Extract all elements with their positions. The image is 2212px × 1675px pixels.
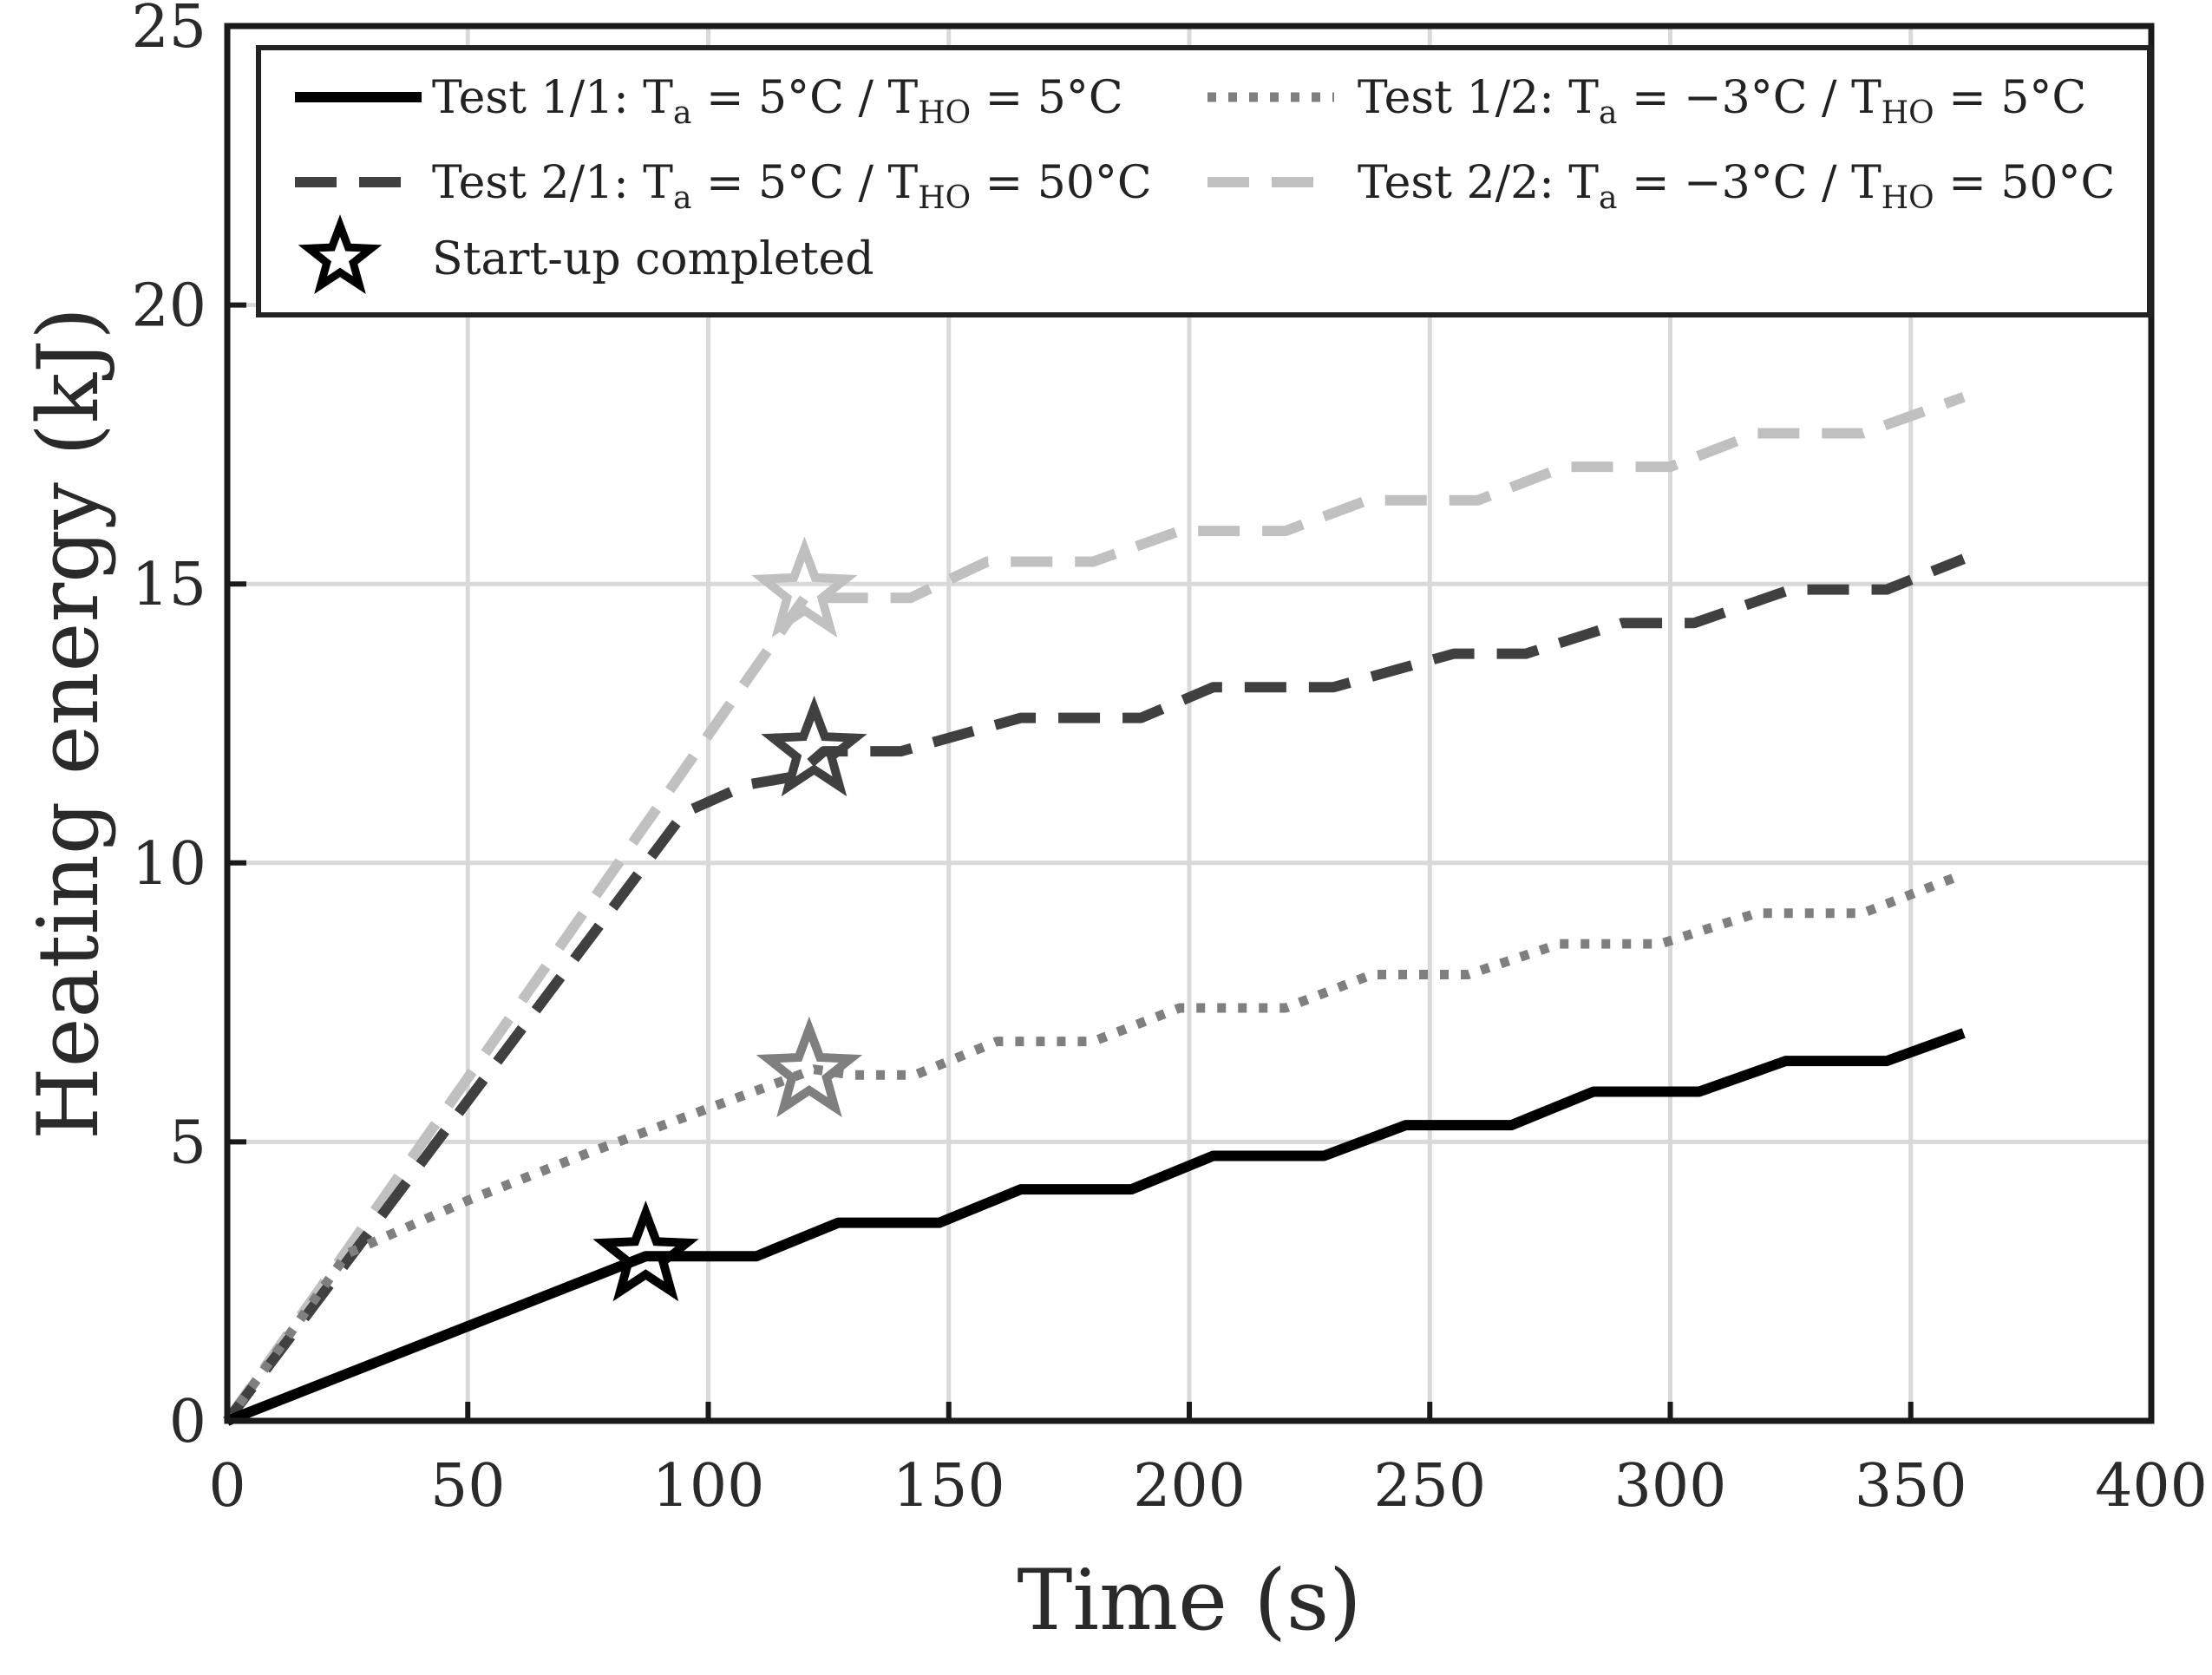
legend-label-part: = −3°C / T: [1617, 72, 1882, 124]
legend-label-part: Test 1/1: T: [432, 72, 673, 124]
series-line-s12: [223, 869, 1966, 1424]
y-tick-label: 20: [131, 272, 206, 341]
legend-label-part: HO: [918, 180, 971, 216]
y-tick-label: 15: [131, 551, 206, 619]
legend-label-s22: Test 2/2: Ta = −3°C / THO = 50°C: [1358, 157, 2115, 216]
legend-label-startup: Start-up completed: [432, 233, 874, 285]
legend-label-part: HO: [1882, 180, 1934, 216]
x-tick-label: 200: [1133, 1452, 1246, 1521]
startup-markers: [592, 536, 867, 1302]
legend-label-part: = 5°C / T: [691, 72, 918, 124]
legend-label-part: = 50°C: [971, 157, 1152, 209]
startup-star-s11: [592, 1201, 699, 1302]
y-tick-label: 10: [131, 830, 206, 899]
legend-label-part: a: [673, 180, 691, 216]
series-line-s21: [223, 553, 1966, 1424]
x-tick-label: 50: [430, 1452, 506, 1521]
series-line-s11: [225, 1028, 1966, 1426]
y-tick-labels: 0 5 10 15 20 25: [131, 0, 206, 1456]
y-tick-label: 5: [169, 1109, 206, 1177]
series-line-s22: [223, 392, 1966, 1424]
x-tick-label: 250: [1373, 1452, 1486, 1521]
series-lines: [223, 392, 1966, 1426]
x-tick-label: 0: [208, 1452, 245, 1521]
legend-label-part: = 50°C: [1934, 157, 2116, 209]
legend-label-s21: Test 2/1: Ta = 5°C / THO = 50°C: [432, 157, 1152, 216]
legend-label-part: Test 2/1: T: [432, 157, 673, 209]
legend-label-part: a: [1599, 95, 1617, 131]
legend-label-part: = 5°C / T: [691, 157, 918, 209]
x-tick-labels: 0 50 100 150 200 250 300 350 400: [208, 1452, 2208, 1521]
axis-ticks: [225, 23, 2154, 1423]
legend-label-part: a: [1599, 180, 1617, 216]
x-axis-title: Time (s): [1017, 1552, 1361, 1649]
legend: Test 1/1: Ta = 5°C / THO = 5°C Test 1/2: …: [256, 45, 2152, 317]
legend-label-part: = −3°C / T: [1617, 157, 1882, 209]
x-tick-label: 300: [1614, 1452, 1727, 1521]
x-tick-label: 150: [893, 1452, 1005, 1521]
legend-label-part: = 5°C: [971, 72, 1123, 124]
y-tick-label: 0: [169, 1388, 206, 1456]
y-tick-label: 25: [131, 0, 206, 62]
legend-label-part: Test 1/2: T: [1358, 72, 1599, 124]
legend-label-s12: Test 1/2: Ta = −3°C / THO = 5°C: [1358, 72, 2086, 131]
legend-label-part: HO: [918, 95, 971, 131]
legend-label-part: Test 2/2: T: [1358, 157, 1599, 209]
legend-label-part: HO: [1882, 95, 1934, 131]
legend-label-s11: Test 1/1: Ta = 5°C / THO = 5°C: [432, 72, 1123, 131]
startup-star-s21: [761, 695, 867, 797]
x-tick-label: 350: [1855, 1452, 1967, 1521]
startup-star-s22: [751, 536, 858, 638]
legend-star-icon: [298, 214, 383, 295]
legend-label-part: = 5°C: [1934, 72, 2087, 124]
x-tick-label: 100: [652, 1452, 765, 1521]
legend-label-part: a: [673, 95, 691, 131]
x-tick-label: 400: [2095, 1452, 2208, 1521]
y-axis-title: Heating energy (kJ): [20, 307, 117, 1140]
legend-box: [256, 45, 2152, 317]
startup-star-s12: [756, 1016, 863, 1118]
